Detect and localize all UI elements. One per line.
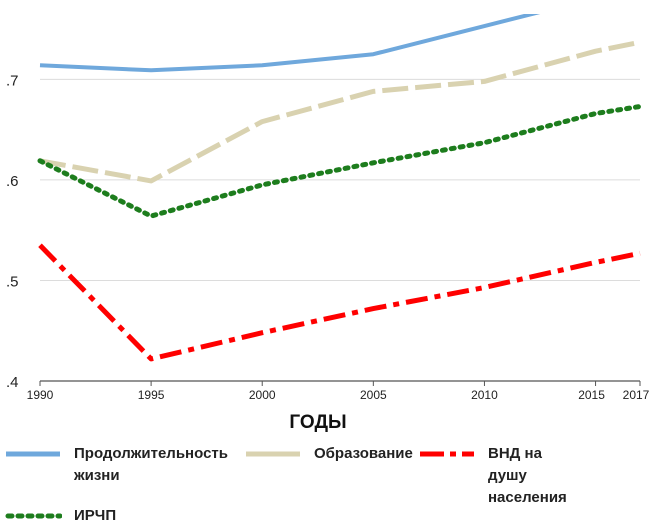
series-education-line bbox=[39, 39, 641, 184]
y-tick-label: .6 bbox=[6, 173, 19, 190]
y-axis: .4 .5 .6 .7 bbox=[6, 72, 19, 391]
y-tick-label: .4 bbox=[6, 374, 19, 391]
legend-item-gni: ВНД на душу населения bbox=[418, 443, 567, 509]
legend-swatch-life-expectancy bbox=[6, 451, 60, 457]
x-tick-label: 2010 bbox=[471, 388, 498, 402]
legend-item-life-expectancy: Продолжительность жизни bbox=[4, 443, 228, 487]
legend-label-hdi: ИРЧП bbox=[74, 507, 117, 524]
grid-lines bbox=[40, 78, 640, 281]
x-axis-title: ГОДЫ bbox=[289, 412, 346, 433]
legend-swatch-education bbox=[246, 451, 300, 457]
legend-swatch-gni bbox=[420, 451, 474, 457]
y-tick-label: .7 bbox=[6, 72, 19, 89]
x-tick-label: 2005 bbox=[360, 388, 387, 402]
x-tick-label: 2000 bbox=[249, 388, 276, 402]
legend-label-life-expectancy: Продолжительность жизни bbox=[74, 445, 228, 484]
x-tick-label: 2015 bbox=[578, 388, 605, 402]
series-lines bbox=[37, 14, 643, 362]
y-tick-label: .5 bbox=[6, 273, 19, 290]
legend-label-gni: ВНД на душу населения bbox=[488, 445, 567, 506]
series-life-expectancy-line bbox=[39, 14, 541, 73]
legend-item-hdi: ИРЧП bbox=[4, 505, 116, 527]
x-axis: 1990 1995 2000 2005 2010 2015 2017 bbox=[27, 380, 650, 402]
series-gni-line bbox=[38, 243, 641, 362]
series-hdi-line bbox=[37, 104, 643, 219]
legend-swatch-hdi bbox=[5, 513, 62, 519]
legend-item-education: Образование bbox=[244, 443, 413, 465]
x-tick-label: 1995 bbox=[138, 388, 165, 402]
x-tick-label: 1990 bbox=[27, 388, 54, 402]
legend-label-education: Образование bbox=[314, 445, 413, 462]
x-tick-label: 2017 bbox=[623, 388, 650, 402]
